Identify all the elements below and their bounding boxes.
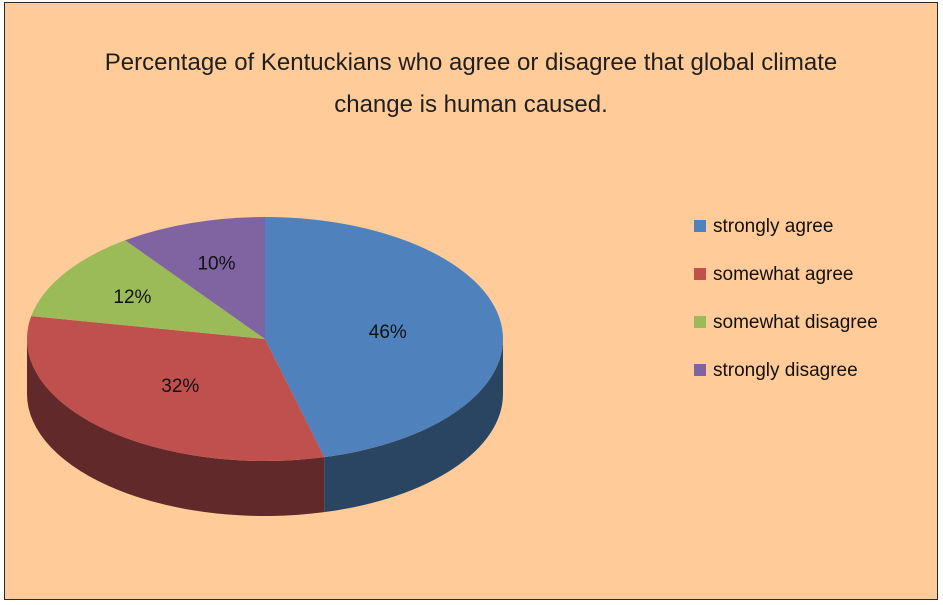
legend-label-somewhat-disagree: somewhat disagree: [713, 312, 878, 333]
legend-label-strongly-agree: strongly agree: [713, 216, 833, 237]
legend-label-strongly-disagree: strongly disagree: [713, 360, 858, 381]
pie-slice-somewhat-agree: [26, 316, 325, 461]
pie-side-strongly-agree: [324, 339, 503, 513]
pie-slices: [26, 217, 503, 461]
data-label-strongly-disagree: 10%: [197, 253, 235, 274]
pie-slice-somewhat-disagree: [31, 240, 265, 339]
pie-side-somewhat-agree: [27, 339, 325, 516]
legend-swatch-strongly-disagree: [694, 364, 706, 376]
legend-label-somewhat-agree: somewhat agree: [713, 264, 853, 285]
legend-swatch-strongly-agree: [694, 220, 706, 232]
chart-title-line-1: Percentage of Kentuckians who agree or d…: [105, 49, 837, 76]
chart-title: Percentage of Kentuckians who agree or d…: [105, 49, 837, 118]
pie-data-labels: 46% 32% 12% 10%: [113, 253, 407, 397]
pie-slice-strongly-disagree: [125, 217, 265, 339]
pie-slice-strongly-agree: [265, 217, 503, 458]
data-label-somewhat-agree: 32%: [161, 376, 199, 397]
pie-sides: [27, 339, 503, 516]
legend-swatch-somewhat-agree: [694, 268, 706, 280]
chart-frame: Percentage of Kentuckians who agree or d…: [4, 2, 938, 600]
data-label-strongly-agree: 46%: [369, 322, 407, 343]
chart-title-line-2: change is human caused.: [334, 91, 608, 118]
legend: strongly agree somewhat agree somewhat dis…: [694, 216, 878, 381]
data-label-somewhat-disagree: 12%: [113, 287, 151, 308]
legend-swatch-somewhat-disagree: [694, 316, 706, 328]
pie-chart: Percentage of Kentuckians who agree or d…: [5, 3, 937, 599]
